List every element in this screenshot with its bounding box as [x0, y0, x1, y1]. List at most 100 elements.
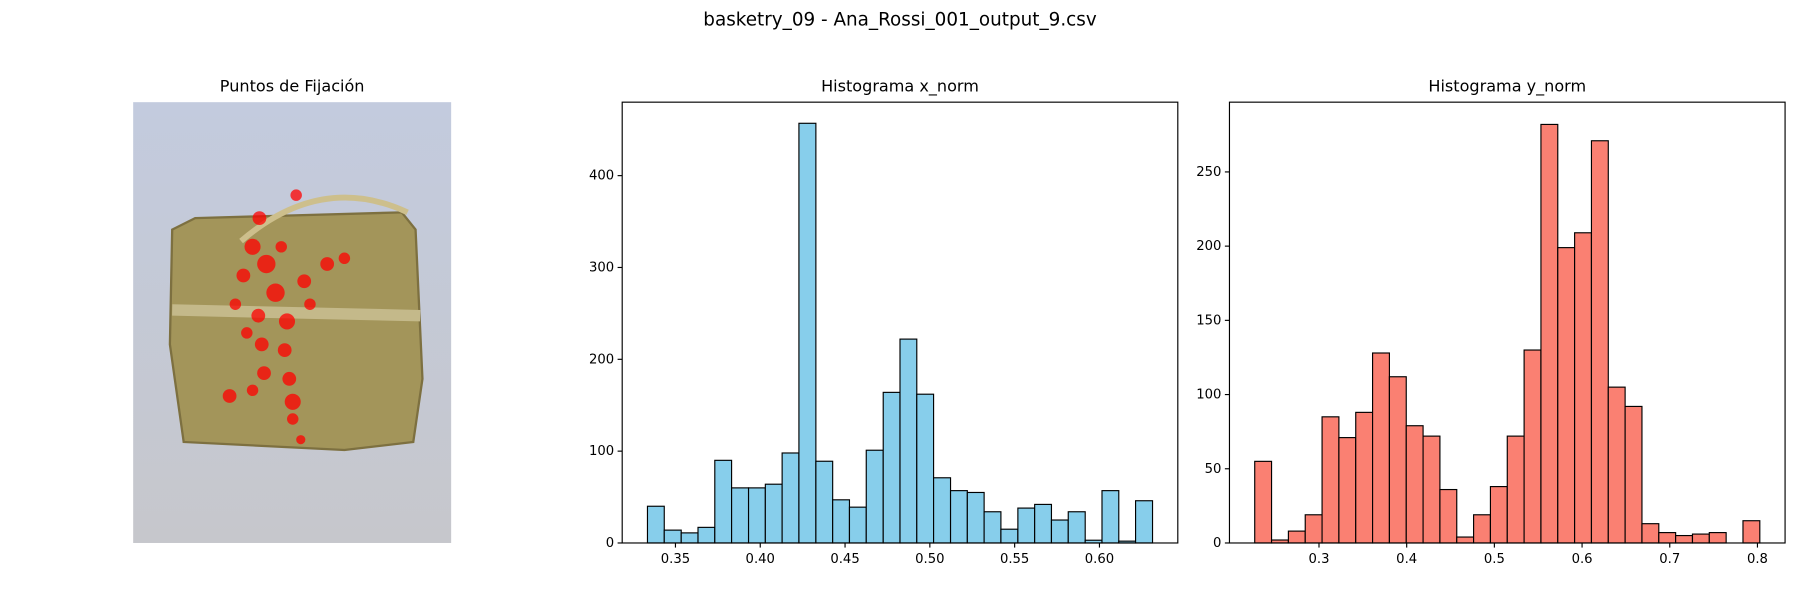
y-tick-label: 300 — [589, 260, 614, 275]
x-tick-label: 0.35 — [661, 552, 690, 567]
fixation-point — [251, 308, 266, 323]
x-tick-label: 0.6 — [1572, 552, 1593, 567]
bar — [646, 505, 665, 544]
y-tick-label: 0 — [1213, 536, 1221, 551]
x-tick-label: 0.45 — [830, 552, 859, 567]
bar — [714, 459, 733, 544]
bar — [949, 490, 968, 544]
axes-frame — [1228, 101, 1786, 544]
bar — [1287, 530, 1306, 544]
x-tick-label: 0.7 — [1659, 552, 1680, 567]
bar — [899, 338, 918, 544]
bar — [882, 391, 901, 544]
fixation-points — [222, 189, 351, 445]
axes-title: Histograma y_norm — [1428, 77, 1586, 97]
bar — [747, 487, 766, 544]
bar — [663, 529, 682, 544]
bar — [1355, 411, 1374, 544]
y-tick-label: 150 — [1196, 313, 1221, 328]
bar — [1017, 507, 1036, 544]
bar — [781, 452, 800, 544]
bar — [832, 499, 851, 544]
bar — [1422, 435, 1441, 544]
bar — [1607, 386, 1626, 544]
fixation-point — [236, 268, 251, 283]
bar — [1523, 349, 1542, 544]
bar — [1473, 514, 1492, 544]
fixation-point — [286, 413, 299, 425]
bar — [764, 483, 783, 544]
fixation-point — [229, 298, 242, 310]
x-tick-label: 0.50 — [915, 552, 944, 567]
fixation-point — [241, 327, 253, 339]
y-tick-label: 100 — [589, 444, 614, 459]
fixation-point — [246, 384, 259, 397]
bar — [1641, 523, 1660, 544]
basket-handle — [239, 194, 409, 244]
bar — [1456, 536, 1475, 544]
bar — [1557, 247, 1576, 544]
bar — [697, 526, 716, 544]
basket — [168, 211, 424, 452]
fixation-point — [278, 313, 296, 330]
fixation-image — [133, 102, 452, 543]
bar — [1034, 503, 1053, 544]
bar — [1101, 490, 1120, 544]
y-tick-label: 400 — [589, 169, 614, 184]
fixation-point — [296, 435, 306, 445]
bar — [815, 460, 834, 544]
fixation-point — [252, 211, 267, 225]
axes-title: Histograma x_norm — [821, 77, 979, 97]
bar — [1321, 416, 1340, 544]
bar — [1135, 500, 1154, 544]
y-tick-label: 100 — [1196, 388, 1221, 403]
bar — [1067, 511, 1086, 544]
bar — [1540, 123, 1559, 544]
bar — [865, 449, 884, 544]
bar — [798, 122, 817, 544]
fixation-point — [284, 393, 301, 410]
x-tick-label: 0.4 — [1396, 552, 1417, 567]
fixation-point — [222, 389, 237, 403]
y-tick-label: 200 — [1196, 239, 1221, 254]
fixation-point — [297, 274, 312, 289]
bar — [1489, 486, 1508, 544]
bar — [1254, 460, 1273, 544]
bar — [983, 511, 1002, 544]
y-tick-label: 200 — [589, 352, 614, 367]
fixation-point — [254, 337, 269, 352]
bar — [731, 487, 750, 544]
y-tick-label: 0 — [606, 536, 614, 551]
bar — [1050, 519, 1069, 544]
panel-title: Puntos de Fijación — [220, 77, 365, 96]
x-tick-label: 0.5 — [1484, 552, 1505, 567]
fixation-point — [277, 343, 292, 358]
x-tick-label: 0.55 — [1000, 552, 1029, 567]
fixation-point — [275, 241, 287, 253]
bar — [1000, 528, 1019, 544]
bar — [1439, 488, 1458, 544]
bar — [1338, 437, 1357, 544]
fixation-point — [320, 257, 335, 271]
bar — [1691, 533, 1710, 544]
bar — [1371, 352, 1390, 544]
bar — [1304, 514, 1323, 544]
bar — [916, 393, 935, 544]
bar — [680, 532, 699, 544]
fixation-point — [338, 252, 351, 265]
fixation-point — [257, 366, 271, 380]
fixation-point — [304, 298, 316, 310]
bar — [1590, 140, 1609, 544]
fixation-point — [257, 254, 276, 274]
bar — [966, 491, 985, 544]
bar — [933, 477, 952, 544]
figure-title: basketry_09 - Ana_Rossi_001_output_9.csv — [703, 10, 1097, 31]
fixation-point — [244, 238, 261, 255]
bar — [1658, 532, 1677, 544]
bar — [1742, 520, 1761, 544]
x-tick-label: 0.3 — [1309, 552, 1330, 567]
x-tick-label: 0.40 — [746, 552, 775, 567]
